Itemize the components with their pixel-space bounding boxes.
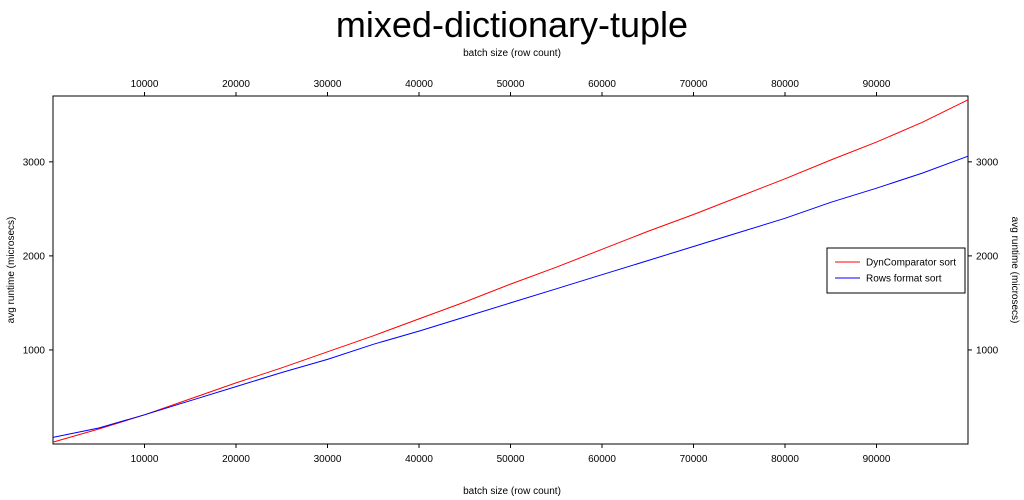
- x-tick-label-top-6: 70000: [680, 79, 708, 90]
- x-tick-label-top-7: 80000: [771, 79, 799, 90]
- x-tick-label-top-5: 60000: [588, 79, 616, 90]
- axis-ticks: 10000 10000 20000 20000 30000 30000 40000 40000…: [23, 79, 999, 465]
- y-tick-label-right-0: 1000: [976, 345, 999, 356]
- x-tick-label-bottom-1: 20000: [222, 454, 250, 465]
- x-tick-label-top-0: 10000: [131, 79, 159, 90]
- series-line-0: [52, 99, 969, 443]
- legend-label-0: DynComparator sort: [866, 258, 956, 269]
- x-tick-label-bottom-6: 70000: [680, 454, 708, 465]
- x-tick-label-bottom-5: 60000: [588, 454, 616, 465]
- x-tick-label-top-4: 50000: [497, 79, 525, 90]
- x-tick-label-top-3: 40000: [405, 79, 433, 90]
- legend: DynComparator sort Rows format sort: [826, 247, 966, 294]
- x-tick-label-bottom-3: 40000: [405, 454, 433, 465]
- x-tick-label-bottom-0: 10000: [131, 454, 159, 465]
- x-tick-label-bottom-7: 80000: [771, 454, 799, 465]
- y-tick-label-right-1: 2000: [976, 251, 999, 262]
- y-tick-label-right-2: 3000: [976, 157, 999, 168]
- y-tick-label-left-1: 2000: [23, 251, 46, 262]
- x-tick-label-bottom-4: 50000: [497, 454, 525, 465]
- x-tick-label-top-1: 20000: [222, 79, 250, 90]
- x-axis-label-bottom: batch size (row count): [463, 486, 561, 497]
- y-axis-label-right: avg runtime (microsecs): [1009, 217, 1020, 324]
- series-line-1: [52, 155, 969, 438]
- x-tick-label-bottom-8: 90000: [863, 454, 891, 465]
- x-tick-label-bottom-2: 30000: [314, 454, 342, 465]
- legend-box: [826, 247, 966, 294]
- y-tick-label-left-2: 3000: [23, 157, 46, 168]
- chart-title: mixed-dictionary-tuple: [336, 4, 688, 45]
- x-tick-label-top-2: 30000: [314, 79, 342, 90]
- series-lines: [52, 99, 969, 443]
- legend-label-1: Rows format sort: [866, 274, 942, 285]
- y-tick-label-left-0: 1000: [23, 345, 46, 356]
- x-tick-label-top-8: 90000: [863, 79, 891, 90]
- x-axis-label-top: batch size (row count): [463, 48, 561, 59]
- y-axis-label-left: avg runtime (microsecs): [6, 217, 17, 324]
